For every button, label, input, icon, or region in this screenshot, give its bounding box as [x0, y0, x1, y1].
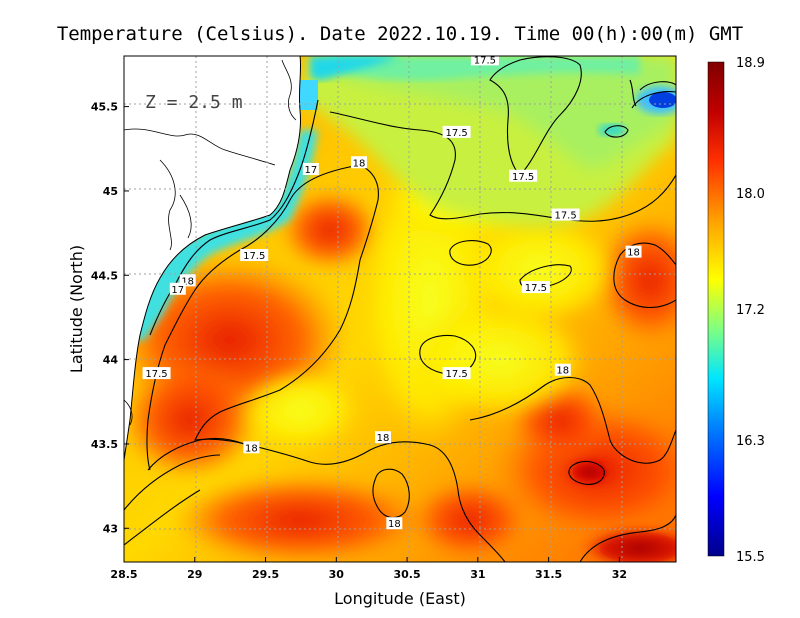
contour-label: 18 — [181, 276, 194, 287]
contour-label: 17.5 — [512, 172, 534, 183]
contour-label-bg — [442, 367, 471, 380]
x-tick-label: 30 — [329, 568, 345, 581]
contour-label: 17.5 — [554, 211, 576, 222]
contour-label-bg — [375, 431, 392, 444]
x-tick-label: 31 — [470, 568, 485, 581]
map-title: Temperature (Celsius). Date 2022.10.19. … — [57, 23, 743, 45]
contour-label-bg — [142, 367, 171, 380]
coastline — [124, 56, 302, 461]
contour-label-bg — [554, 363, 571, 376]
y-tick-label: 43 — [103, 522, 118, 535]
y-tick-label: 44.5 — [91, 269, 118, 282]
contour-label-bg — [240, 249, 269, 262]
contour-label: 17.5 — [474, 55, 496, 66]
plot-frame — [123, 55, 677, 563]
y-tick-label: 45.5 — [91, 101, 118, 114]
contour-label-bg — [243, 441, 260, 454]
contour-label-bg — [625, 245, 642, 258]
contour-label: 18 — [627, 248, 640, 259]
colorbar — [707, 61, 725, 557]
x-tick-label: 29 — [187, 568, 202, 581]
x-tick-label: 31.5 — [535, 568, 562, 581]
colorbar-label: 15.5 — [736, 550, 765, 565]
contour-label-bg — [302, 163, 319, 176]
contour-label-bg — [350, 156, 367, 169]
x-tick-label: 28.5 — [110, 568, 137, 581]
contour-label: 18 — [556, 366, 569, 377]
x-tick-label: 29.5 — [252, 568, 279, 581]
contour-label: 17.5 — [525, 283, 547, 294]
contour-label: 18 — [353, 158, 366, 169]
depth-label: Z = 2.5 m — [145, 92, 243, 113]
y-tick-label: 45 — [103, 185, 118, 198]
colorbar-label: 18.9 — [736, 56, 765, 71]
contour-label-bg — [521, 281, 550, 294]
temperature-field — [124, 56, 676, 562]
contour-label-bg — [509, 169, 538, 182]
contour-label: 17.5 — [145, 369, 167, 380]
x-tick-label: 30.5 — [394, 568, 421, 581]
contour-label-bg — [386, 517, 403, 530]
contour-label-bg — [442, 125, 471, 138]
contour-label: 18 — [388, 519, 401, 530]
contour-label: 17.5 — [243, 251, 265, 262]
contour-label: 17 — [171, 285, 184, 296]
colorbar-label: 17.2 — [736, 303, 765, 318]
colorbar-label: 16.3 — [736, 434, 765, 449]
contour-label: 18 — [377, 433, 390, 444]
contour-label-bg — [551, 208, 580, 221]
x-tick-labels: 28.5 29 29.5 30 30.5 31 31.5 32 — [110, 557, 627, 581]
land-area — [124, 56, 301, 460]
contour-label: 18 — [245, 443, 258, 454]
y-tick-label: 43.5 — [91, 438, 118, 451]
contour-label-bg — [169, 282, 186, 295]
colorbar-labels: 18.9 18.0 17.2 16.3 15.5 — [736, 56, 765, 565]
contour-label: 17.5 — [445, 369, 467, 380]
contour-label: 17 — [304, 165, 317, 176]
y-tick-label: 44 — [103, 354, 119, 367]
colorbar-label: 18.0 — [736, 187, 765, 202]
y-tick-labels: 43 43.5 44 44.5 45 45.5 — [91, 101, 129, 535]
x-tick-label: 32 — [612, 568, 627, 581]
y-axis-label: Latitude (North) — [67, 245, 86, 373]
x-axis-label: Longitude (East) — [334, 589, 466, 608]
contour-label: 17.5 — [445, 128, 467, 139]
